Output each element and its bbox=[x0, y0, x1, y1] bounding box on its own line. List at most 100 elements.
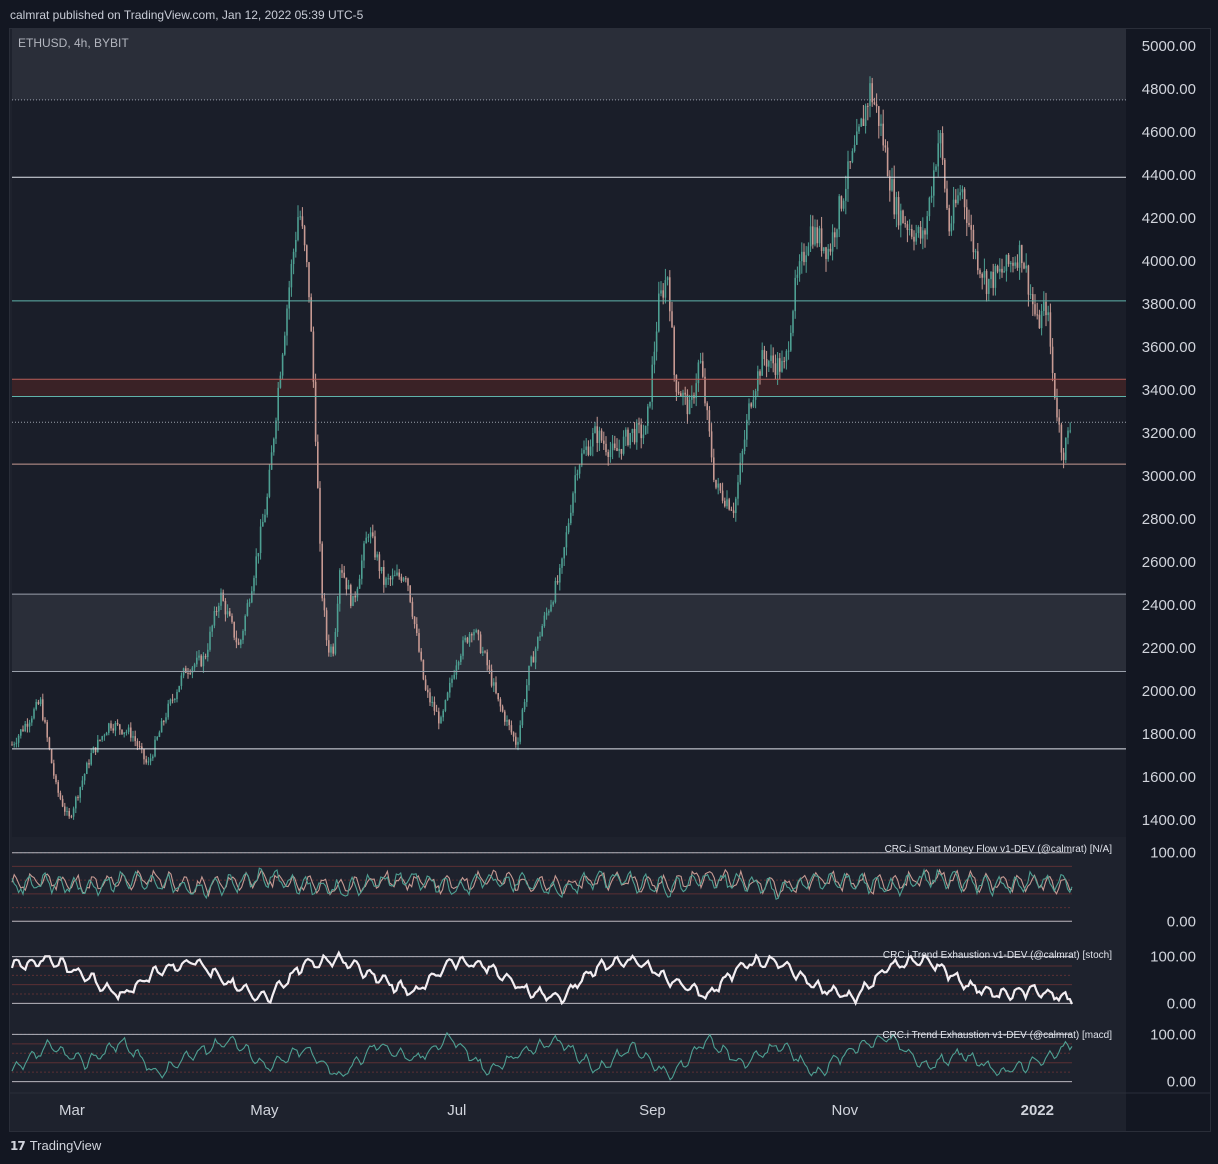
candle-body bbox=[1012, 262, 1014, 266]
candle-body bbox=[680, 393, 682, 397]
chart-svg[interactable]: 5000.00 4800.00 4600.00 4400.00 4200.00 4000.… bbox=[10, 29, 1210, 1131]
candle-body bbox=[627, 429, 629, 445]
candle-body bbox=[944, 159, 946, 189]
candle-body bbox=[739, 462, 741, 483]
candle-body bbox=[259, 526, 262, 553]
candle-body bbox=[644, 425, 647, 435]
candle-body bbox=[616, 448, 618, 451]
candle-body bbox=[818, 228, 821, 244]
candle-body bbox=[713, 457, 715, 480]
candle-body bbox=[165, 717, 167, 722]
candle-body bbox=[948, 208, 950, 232]
candle-body bbox=[435, 710, 438, 712]
tv-logo-icon[interactable]: 17 bbox=[10, 1138, 26, 1153]
candle-body bbox=[572, 493, 574, 513]
candle-body bbox=[521, 709, 524, 726]
candle-body bbox=[270, 452, 273, 470]
candle-body bbox=[237, 642, 240, 645]
candle-body bbox=[605, 443, 607, 453]
candle-body bbox=[389, 578, 392, 580]
candle-body bbox=[1054, 373, 1056, 399]
candle-body bbox=[299, 216, 301, 218]
indicator-label-2: CRC.i Trend Exhaustion v1-DEV (@calmrat)… bbox=[882, 1030, 1112, 1041]
candle-body bbox=[957, 195, 959, 204]
candle-body bbox=[400, 576, 403, 581]
candle-body bbox=[834, 232, 836, 238]
candle-body bbox=[618, 448, 620, 451]
candle-body bbox=[730, 509, 733, 511]
candle-body bbox=[308, 262, 310, 298]
candle-body bbox=[356, 588, 359, 598]
candle-body bbox=[655, 331, 658, 352]
candle-body bbox=[189, 673, 191, 675]
candle-body bbox=[937, 143, 939, 167]
candle-body bbox=[156, 736, 158, 740]
candle-body bbox=[649, 401, 651, 407]
candle-body bbox=[1065, 437, 1067, 460]
candle-body bbox=[677, 391, 680, 394]
candle-body bbox=[559, 567, 561, 583]
candle-body bbox=[497, 693, 499, 700]
candle-body bbox=[638, 423, 640, 425]
candle-body bbox=[251, 591, 253, 603]
candle-body bbox=[108, 723, 110, 733]
candle-body bbox=[53, 763, 55, 776]
candle-body bbox=[352, 595, 354, 606]
y-tick-label: 2600.00 bbox=[1142, 554, 1196, 571]
y-tick-label: 3200.00 bbox=[1142, 425, 1196, 442]
candle-body bbox=[908, 229, 911, 231]
candle-body bbox=[699, 361, 702, 363]
candle-body bbox=[985, 271, 988, 294]
candle-body bbox=[603, 440, 605, 444]
candle-body bbox=[765, 359, 768, 367]
indicator-y-tick: 0.00 bbox=[1167, 995, 1196, 1012]
candle-body bbox=[323, 598, 326, 611]
candle-body bbox=[438, 711, 440, 724]
footer-brand[interactable]: TradingView bbox=[29, 1138, 102, 1153]
candle-body bbox=[919, 226, 922, 239]
candle-body bbox=[858, 126, 860, 132]
candle-body bbox=[418, 633, 420, 652]
candle-body bbox=[64, 806, 66, 812]
candle-body bbox=[532, 656, 535, 663]
candle-body bbox=[336, 603, 339, 632]
candle-body bbox=[622, 436, 625, 454]
candle-body bbox=[350, 585, 352, 606]
candle-body bbox=[499, 699, 502, 707]
candle-body bbox=[519, 725, 521, 742]
indicator-series-1-0 bbox=[10, 950, 1074, 1007]
candle-body bbox=[1056, 398, 1058, 418]
x-tick-label: May bbox=[250, 1102, 279, 1119]
y-tick-label: 1400.00 bbox=[1142, 812, 1196, 829]
candle-body bbox=[88, 763, 90, 765]
candle-body bbox=[147, 761, 150, 763]
candle-body bbox=[196, 657, 198, 665]
candle-body bbox=[235, 637, 238, 643]
candle-body bbox=[202, 656, 205, 667]
candle-body bbox=[939, 133, 942, 144]
candle-body bbox=[847, 161, 849, 189]
candle-body bbox=[1010, 262, 1012, 265]
candle-body bbox=[429, 692, 431, 703]
candle-body bbox=[358, 578, 361, 589]
candle-body bbox=[277, 387, 279, 421]
candle-body bbox=[1016, 262, 1019, 268]
candle-body bbox=[620, 448, 623, 454]
candle-body bbox=[471, 634, 473, 636]
candle-body bbox=[688, 399, 691, 415]
candle-body bbox=[273, 438, 275, 453]
candle-body bbox=[477, 630, 480, 635]
candle-body bbox=[763, 350, 766, 360]
candle-body bbox=[556, 581, 559, 583]
y-tick-label: 3800.00 bbox=[1142, 296, 1196, 313]
candle-body bbox=[15, 742, 18, 745]
candle-body bbox=[600, 430, 603, 441]
candle-body bbox=[999, 268, 1001, 272]
candle-body bbox=[77, 797, 79, 799]
candle-body bbox=[178, 685, 180, 692]
candle-body bbox=[743, 439, 746, 451]
candle-body bbox=[1034, 304, 1036, 315]
candle-body bbox=[215, 610, 218, 612]
candle-body bbox=[891, 179, 893, 191]
candle-body bbox=[994, 266, 997, 288]
